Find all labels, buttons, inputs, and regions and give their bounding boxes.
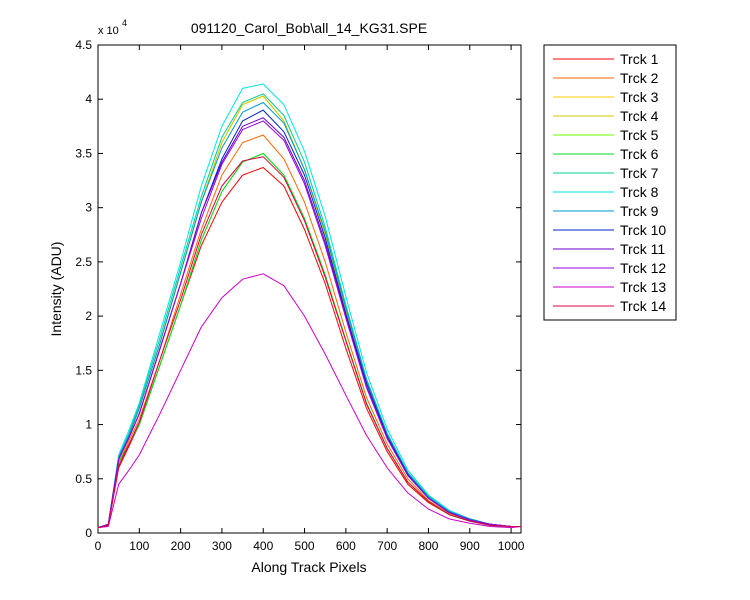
y-tick-label: 4	[85, 92, 92, 106]
x-tick-label: 0	[95, 539, 102, 553]
legend-label: Trck 2	[620, 70, 659, 86]
legend-label: Trck 6	[620, 146, 659, 162]
y-tick-label: 3.5	[75, 146, 92, 160]
plot-area	[97, 44, 522, 534]
legend-box	[543, 44, 677, 321]
legend-label: Trck 8	[620, 184, 659, 200]
y-tick-label: 4.5	[75, 38, 92, 52]
series-line-trck-12	[97, 120, 521, 529]
legend-label: Trck 10	[620, 222, 666, 238]
x-tick-label: 500	[295, 539, 315, 553]
x-tick-label: 1000	[498, 539, 525, 553]
legend-label: Trck 11	[620, 241, 665, 257]
y-tick-label: 0.5	[75, 472, 92, 486]
x-tick-label: 400	[253, 539, 273, 553]
series-lines	[97, 83, 522, 529]
series-line-trck-8	[97, 83, 521, 529]
legend-entries: Trck 1 Trck 2 Trck 3 Trck 4 Trck 5 Trck 6 Trck…	[553, 51, 666, 314]
legend-label: Trck 12	[620, 260, 666, 276]
y-multiplier: x 10 4	[98, 18, 127, 37]
y-axis-label: Intensity (ADU)	[48, 242, 64, 337]
x-tick-label: 100	[129, 539, 149, 553]
x-tick-label: 300	[212, 539, 232, 553]
series-line-trck-2	[97, 134, 521, 529]
legend-label: Trck 7	[620, 165, 659, 181]
axis-ticks: 0 100 200 300 400 500 600 700 800 900 1000 0 0.5 1 1.5…	[75, 38, 524, 553]
legend-label: Trck 3	[620, 89, 659, 105]
x-axis-label: Along Track Pixels	[251, 559, 366, 575]
legend-label: Trck 5	[620, 127, 659, 143]
y-multiplier-exponent: 4	[122, 18, 127, 28]
series-line-trck-9	[97, 102, 521, 529]
legend-label: Trck 14	[620, 298, 666, 314]
y-tick-label: 2	[85, 309, 92, 323]
legend: Trck 1 Trck 2 Trck 3 Trck 4 Trck 5 Trck 6 Trck…	[543, 44, 677, 321]
legend-label: Trck 1	[620, 51, 659, 67]
legend-label: Trck 4	[620, 108, 659, 124]
legend-label: Trck 9	[620, 203, 659, 219]
y-tick-label: 2.5	[75, 255, 92, 269]
x-tick-label: 800	[418, 539, 438, 553]
y-multiplier-base: x 10	[98, 25, 119, 37]
y-tick-label: 0	[85, 526, 92, 540]
y-tick-label: 1	[85, 418, 92, 432]
chart-title: 091120_Carol_Bob\all_14_KG31.SPE	[191, 20, 427, 36]
x-tick-label: 700	[377, 539, 397, 553]
y-tick-label: 1.5	[75, 363, 92, 377]
series-line-trck-13	[97, 273, 522, 529]
x-tick-label: 200	[171, 539, 191, 553]
x-tick-label: 900	[460, 539, 480, 553]
legend-label: Trck 13	[620, 279, 666, 295]
y-tick-label: 3	[85, 201, 92, 215]
x-tick-label: 600	[336, 539, 356, 553]
series-line-trck-14	[97, 156, 521, 529]
